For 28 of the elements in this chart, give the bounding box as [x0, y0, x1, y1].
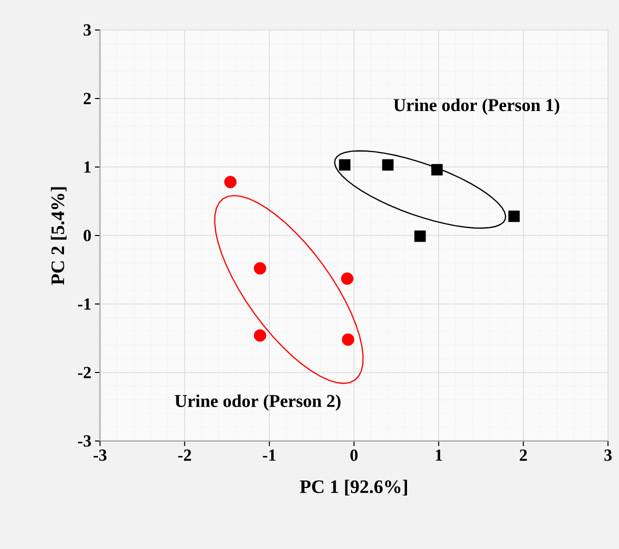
- point: [431, 164, 443, 176]
- x-tick-label: -2: [178, 450, 191, 461]
- point: [508, 210, 520, 222]
- x-tick-label: -3: [94, 450, 106, 461]
- y-tick-label: -1: [78, 298, 91, 310]
- x-tick-label: 0: [350, 450, 358, 461]
- text: Urine odor (Person 2): [174, 394, 340, 411]
- point: [254, 329, 266, 342]
- y-axis-title: PC 2 [5.4%]: [50, 187, 67, 285]
- point: [338, 159, 350, 171]
- y-tick-label: 0: [84, 230, 91, 242]
- y-tick-label: 3: [84, 24, 91, 36]
- point: [414, 230, 426, 242]
- point: [342, 333, 354, 346]
- y-tick-label: -3: [78, 435, 91, 447]
- point: [382, 159, 394, 171]
- y-tick-label: 2: [84, 92, 91, 104]
- y-tick-label: 1: [84, 161, 91, 173]
- x-tick-label: -1: [262, 450, 276, 461]
- x-tick-label: 2: [520, 450, 527, 461]
- point: [341, 272, 354, 285]
- x-tick-label: 3: [604, 450, 612, 461]
- x-axis-title: PC 1 [92.6%]: [300, 480, 408, 496]
- text: Urine odor (Person 1): [394, 98, 560, 115]
- x-tick-label: 1: [436, 450, 442, 461]
- point: [224, 176, 237, 188]
- point: [254, 262, 266, 275]
- y-tick-label: -2: [78, 366, 91, 378]
